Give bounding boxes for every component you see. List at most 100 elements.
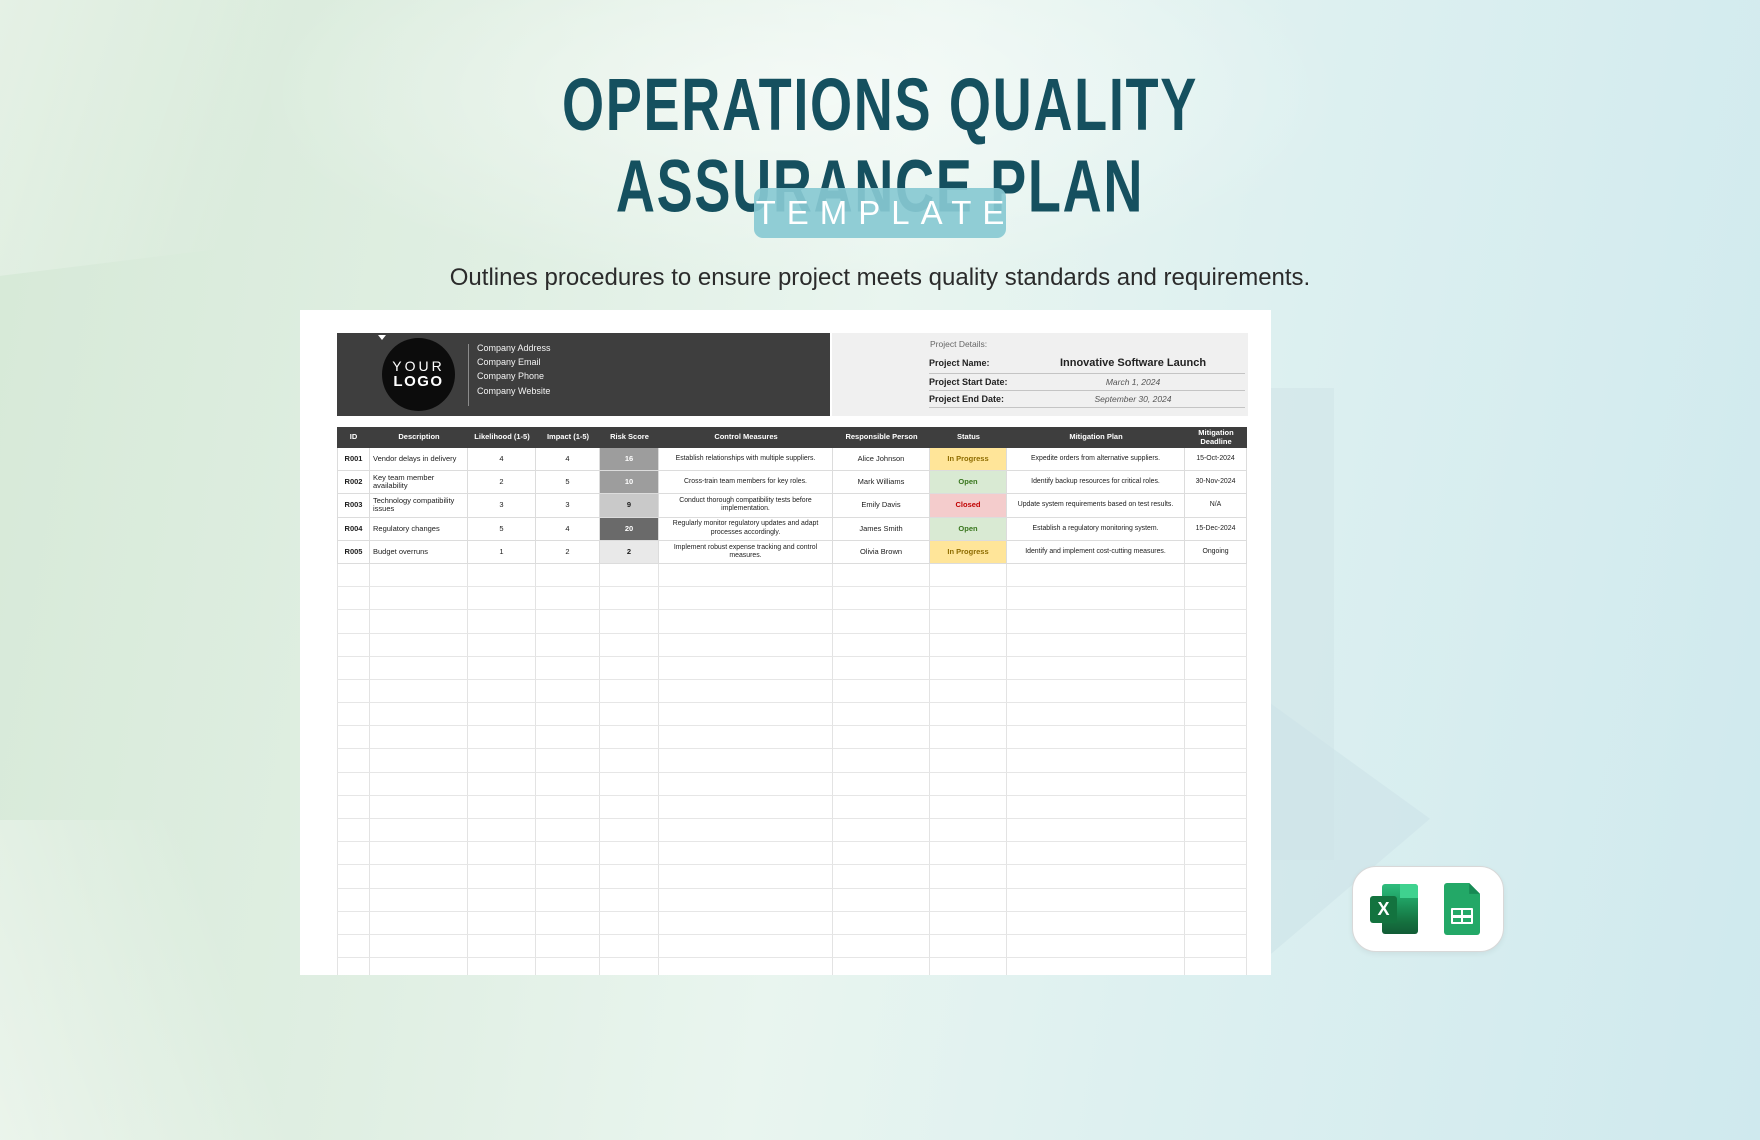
header-description: Description bbox=[398, 432, 440, 442]
empty-cell bbox=[659, 610, 833, 634]
empty-cell bbox=[600, 958, 659, 975]
empty-cell bbox=[337, 772, 370, 796]
empty-cell bbox=[930, 888, 1007, 912]
project-end-value: September 30, 2024 bbox=[1094, 393, 1172, 404]
cell-id: R002 bbox=[337, 471, 370, 495]
empty-cell bbox=[1007, 749, 1185, 773]
project-end-row: Project End Date: September 30, 2024 bbox=[929, 390, 1245, 408]
cell-status: Open bbox=[930, 517, 1007, 541]
empty-cell bbox=[337, 865, 370, 889]
empty-cell bbox=[659, 703, 833, 727]
empty-cell bbox=[468, 633, 536, 657]
empty-cell bbox=[1185, 749, 1247, 773]
empty-cell bbox=[1007, 587, 1185, 611]
empty-cell bbox=[468, 726, 536, 750]
risk-table: ID Description Likelihood (1-5) Impact (… bbox=[337, 427, 1247, 975]
cell-responsible-person: Alice Johnson bbox=[833, 448, 930, 472]
header-responsible-person: Responsible Person bbox=[845, 432, 918, 442]
empty-cell bbox=[370, 587, 468, 611]
spreadsheet-preview: YOUR LOGO Company Address Company Email … bbox=[300, 310, 1271, 975]
empty-row bbox=[337, 958, 1247, 975]
empty-cell bbox=[1185, 795, 1247, 819]
google-sheets-icon[interactable] bbox=[1434, 881, 1490, 937]
empty-cell bbox=[536, 795, 600, 819]
empty-cell bbox=[536, 587, 600, 611]
empty-cell bbox=[659, 679, 833, 704]
empty-cell bbox=[833, 819, 930, 843]
cell-control-measures: Regularly monitor regulatory updates and… bbox=[659, 517, 833, 541]
cell-likelihood: 1 bbox=[468, 540, 536, 564]
empty-cell bbox=[833, 795, 930, 819]
company-phone: Company Phone bbox=[477, 371, 545, 382]
empty-cell bbox=[1007, 703, 1185, 727]
empty-cell bbox=[1185, 934, 1247, 959]
empty-cell bbox=[600, 610, 659, 634]
logo-text-logo: LOGO bbox=[393, 373, 444, 390]
empty-cell bbox=[659, 819, 833, 843]
excel-icon[interactable]: X bbox=[1366, 881, 1422, 937]
empty-cell bbox=[536, 633, 600, 657]
cell-id: R005 bbox=[337, 540, 370, 564]
empty-cell bbox=[536, 563, 600, 588]
empty-row bbox=[337, 563, 1247, 588]
empty-cell bbox=[536, 749, 600, 773]
empty-cell bbox=[536, 703, 600, 727]
empty-row bbox=[337, 795, 1247, 819]
template-badge: TEMPLATE bbox=[754, 188, 1006, 238]
empty-cell bbox=[370, 656, 468, 680]
project-start-row: Project Start Date: March 1, 2024 bbox=[929, 373, 1245, 391]
empty-cell bbox=[370, 819, 468, 843]
empty-cell bbox=[833, 934, 930, 959]
empty-cell bbox=[536, 842, 600, 866]
cell-control-measures: Establish relationships with multiple su… bbox=[659, 448, 833, 472]
empty-cell bbox=[930, 563, 1007, 588]
cell-status: In Progress bbox=[930, 540, 1007, 564]
empty-row bbox=[337, 679, 1247, 704]
empty-cell bbox=[536, 819, 600, 843]
empty-cell bbox=[370, 679, 468, 704]
empty-cell bbox=[600, 656, 659, 680]
empty-cell bbox=[468, 587, 536, 611]
empty-cell bbox=[536, 656, 600, 680]
empty-cell bbox=[600, 842, 659, 866]
empty-cell bbox=[370, 726, 468, 750]
page-subtitle: Outlines procedures to ensure project me… bbox=[449, 264, 1311, 291]
empty-cell bbox=[833, 633, 930, 657]
empty-cell bbox=[468, 911, 536, 935]
empty-cell bbox=[659, 865, 833, 889]
empty-cell bbox=[1007, 819, 1185, 843]
cell-mitigation-plan: Expedite orders from alternative supplie… bbox=[1007, 448, 1185, 472]
empty-cell bbox=[468, 563, 536, 588]
empty-cell bbox=[600, 679, 659, 704]
empty-row bbox=[337, 842, 1247, 866]
empty-cell bbox=[659, 563, 833, 588]
cell-mitigation-plan: Establish a regulatory monitoring system… bbox=[1007, 517, 1185, 541]
empty-cell bbox=[1007, 911, 1185, 935]
empty-cell bbox=[833, 749, 930, 773]
empty-cell bbox=[930, 772, 1007, 796]
cell-impact: 5 bbox=[536, 471, 600, 495]
empty-cell bbox=[337, 819, 370, 843]
empty-cell bbox=[833, 865, 930, 889]
empty-cell bbox=[468, 934, 536, 959]
excel-icon-sheet-corner bbox=[1400, 884, 1418, 898]
empty-cell bbox=[370, 749, 468, 773]
empty-cell bbox=[468, 795, 536, 819]
cell-control-measures: Conduct thorough compatibility tests bef… bbox=[659, 494, 833, 518]
empty-cell bbox=[1007, 633, 1185, 657]
empty-cell bbox=[337, 888, 370, 912]
empty-row bbox=[337, 703, 1247, 727]
empty-cell bbox=[468, 819, 536, 843]
empty-cell bbox=[833, 958, 930, 975]
empty-cell bbox=[468, 679, 536, 704]
empty-row bbox=[337, 819, 1247, 843]
empty-cell bbox=[370, 934, 468, 959]
empty-cell bbox=[468, 610, 536, 634]
cell-risk-score: 10 bbox=[600, 471, 659, 495]
file-format-card: X bbox=[1352, 866, 1504, 952]
empty-cell bbox=[536, 679, 600, 704]
empty-row bbox=[337, 749, 1247, 773]
empty-cell bbox=[930, 749, 1007, 773]
empty-cell bbox=[659, 911, 833, 935]
empty-cell bbox=[337, 633, 370, 657]
